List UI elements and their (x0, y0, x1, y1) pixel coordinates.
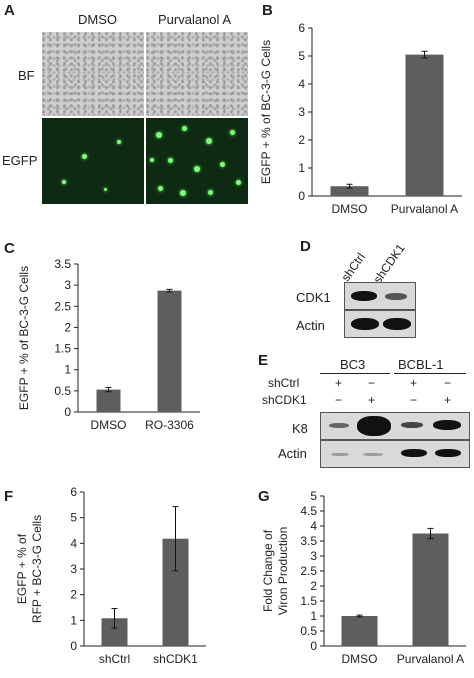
sign-shcdk1-4: + (444, 393, 452, 407)
egfp-purvalanol-image (146, 118, 248, 204)
panel-e-blot-k8: K8 (292, 421, 308, 436)
bar-purvalanol-a (412, 533, 449, 646)
y-tick-label: 0 (310, 639, 317, 653)
y-tick-label: 4 (298, 77, 305, 91)
y-tick-label: 2.5 (300, 564, 317, 578)
y-tick-label: 4.5 (300, 504, 317, 518)
sign-shcdk1-3: − (410, 393, 418, 407)
chart-f: 0 1 2 3 4 5 6 shCtrl shCDK1 EGFP + % of RFP + BC-3… (15, 485, 206, 666)
y-tick-label: 3 (298, 105, 305, 119)
panel-d-row-cdk1: CDK1 (296, 290, 331, 305)
x-category-label: DMSO (342, 652, 378, 666)
y-tick-label: 1 (298, 161, 305, 175)
x-category-label: shCtrl (99, 652, 130, 666)
panel-a-row-bf: BF (18, 68, 35, 83)
panel-d-label: D (300, 238, 311, 255)
actin-blot-d (344, 310, 416, 338)
panel-e-label: E (258, 352, 269, 369)
y-tick-label: 4 (310, 519, 317, 533)
y-tick-label: 0 (298, 189, 305, 203)
y-tick-label: 4 (70, 536, 77, 550)
panel-f-label: F (4, 488, 14, 505)
bar-dmso (330, 186, 369, 196)
actin-blot-e (320, 440, 470, 468)
y-axis-label: EGFP + % of BC-3-G Cells (259, 40, 273, 184)
panel-d-row-actin: Actin (296, 318, 325, 333)
x-category-label: DMSO (332, 202, 368, 216)
brightfield-purvalanol-image (146, 32, 248, 116)
sign-shctrl-2: − (368, 376, 376, 390)
chart-b: 0 1 2 3 4 5 6 DMSO Purvalanol A EGFP + % of BC-3-… (259, 21, 462, 216)
y-tick-label: 2 (64, 320, 71, 334)
y-tick-label: 1 (310, 609, 317, 623)
y-tick-label: 5 (70, 511, 77, 525)
sign-shctrl-1: + (335, 376, 343, 390)
y-tick-label: 1 (70, 613, 77, 627)
y-axis-label: EGFP + % of (15, 533, 29, 604)
sign-shcdk1-1: − (335, 393, 343, 407)
bar-ro-3306 (157, 290, 182, 412)
panel-a-col-dmso: DMSO (78, 12, 117, 27)
sign-shctrl-3: + (410, 376, 418, 390)
y-tick-label: 0 (70, 639, 77, 653)
y-tick-label: 0.5 (300, 624, 317, 638)
panel-d-lane-shcdk1: shCDK1 (370, 241, 408, 286)
y-axis-label: Fold Change of (261, 529, 275, 612)
panel-g-label: G (258, 488, 270, 505)
y-tick-label: 1 (64, 363, 71, 377)
y-tick-label: 2 (310, 579, 317, 593)
sign-shctrl-4: − (444, 376, 452, 390)
panel-e-row-shcdk1: shCDK1 (262, 393, 307, 407)
panel-e-group-bcbl1: BCBL-1 (398, 357, 444, 372)
x-category-label: shCDK1 (153, 652, 198, 666)
y-tick-label: 6 (70, 485, 77, 499)
y-tick-label: 2 (70, 588, 77, 602)
y-axis-label: Viron Production (276, 527, 290, 616)
y-tick-label: 0 (64, 405, 71, 419)
panel-b-label: B (262, 2, 273, 19)
x-category-label: Purvalanol A (397, 652, 464, 666)
y-tick-label: 3.5 (54, 257, 71, 271)
panel-c-label: C (4, 240, 15, 257)
bar-dmso (96, 389, 121, 412)
sign-shcdk1-2: + (368, 393, 376, 407)
y-axis-label: RFP + BC-3-G Cells (30, 515, 44, 623)
panel-e-group-bc3: BC3 (340, 357, 366, 372)
y-tick-label: 0.5 (54, 384, 71, 398)
x-category-label: RO-3306 (145, 418, 194, 432)
bc3-bracket (320, 373, 390, 374)
y-tick-label: 6 (298, 21, 305, 35)
y-tick-label: 1.5 (300, 594, 317, 608)
chart-c: 0 0.5 1 1.5 2 2.5 3 3.5 DMSO RO-3306 EGFP + % of B… (17, 257, 200, 432)
y-tick-label: 5 (310, 489, 317, 503)
panel-a-label: A (4, 2, 15, 19)
cdk1-blot (344, 282, 416, 310)
k8-blot (320, 412, 470, 440)
egfp-dmso-image (42, 118, 144, 204)
y-tick-label: 3 (310, 549, 317, 563)
x-category-label: DMSO (91, 418, 127, 432)
y-tick-label: 2.5 (54, 299, 71, 313)
panel-a-col-purvalanol: Purvalanol A (158, 12, 231, 27)
y-tick-label: 1.5 (54, 342, 71, 356)
panel-d-lane-shctrl: shCtrl (338, 250, 368, 284)
bcbl1-bracket (394, 373, 466, 374)
panel-a-row-egfp: EGFP (2, 153, 38, 168)
bar-dmso (341, 616, 378, 646)
brightfield-dmso-image (42, 32, 144, 116)
chart-g: 00.511.522.533.544.55 DMSO Purvalanol A Fol… (261, 489, 466, 666)
y-tick-label: 2 (298, 133, 305, 147)
y-tick-label: 5 (298, 49, 305, 63)
y-axis-label: EGFP + % of BC-3-G Cells (17, 266, 31, 410)
y-tick-label: 3.5 (300, 534, 317, 548)
panel-e-blot-actin: Actin (278, 446, 307, 461)
x-category-label: Purvalanol A (391, 202, 458, 216)
panel-e-row-shctrl: shCtrl (268, 376, 300, 390)
y-tick-label: 3 (70, 562, 77, 576)
y-tick-label: 3 (64, 278, 71, 292)
bar-purvalanol-a (405, 54, 444, 196)
